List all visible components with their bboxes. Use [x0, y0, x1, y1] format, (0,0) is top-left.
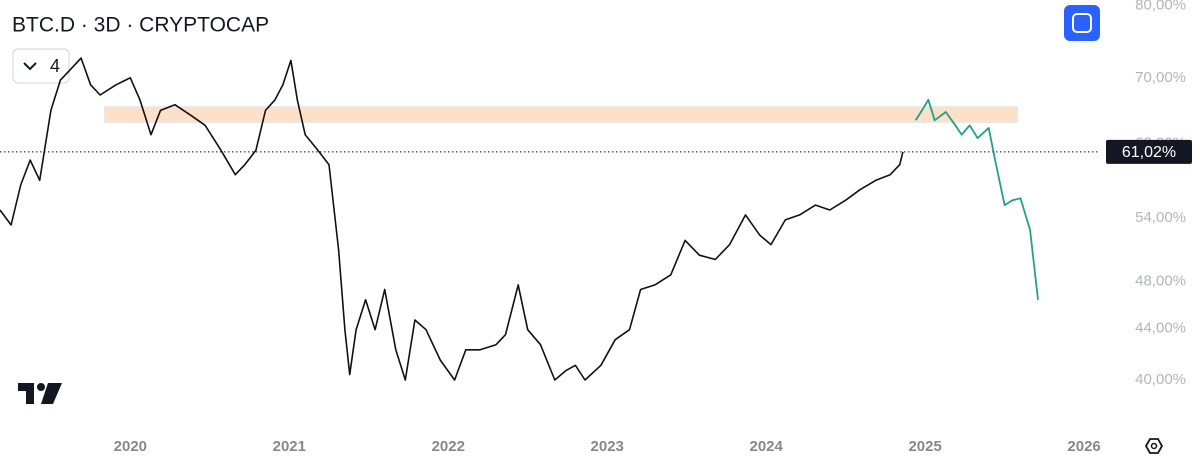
indicator-count: 4 [50, 56, 60, 76]
price-line [914, 98, 1039, 300]
x-tick-label: 2020 [114, 438, 147, 455]
x-tick-label: 2021 [273, 438, 306, 455]
logo-part [37, 383, 45, 391]
settings-dot [1150, 442, 1158, 450]
settings-button[interactable] [1144, 437, 1164, 454]
button-icon [1072, 13, 1092, 33]
chevron [23, 62, 37, 71]
logo-part [18, 383, 34, 404]
toggle-box[interactable] [12, 48, 70, 84]
current-price-badge [1106, 139, 1192, 164]
plot [0, 57, 1100, 381]
tv-logo [18, 383, 62, 404]
indicator-toggle[interactable]: 4 [12, 48, 70, 84]
x-tick-label: 2024 [749, 438, 783, 455]
y-tick-label: 80,00% [1135, 0, 1186, 14]
price-line [0, 57, 904, 381]
x-tick-label: 2023 [591, 438, 624, 455]
x-tick-label: 2025 [908, 438, 941, 455]
y-tick-label: 44,00% [1135, 319, 1186, 336]
x-tick-label: 2026 [1067, 438, 1100, 455]
current-price-label: 61,02% [1122, 144, 1176, 161]
button-bg[interactable] [1064, 5, 1100, 41]
settings-icon[interactable] [1144, 438, 1164, 454]
logo-part [41, 383, 62, 404]
fullscreen-button[interactable] [1064, 5, 1100, 41]
resistance-zone [103, 106, 1019, 123]
chart-title: BTC.D · 3D · CRYPTOCAP [12, 14, 269, 37]
y-tick-label: 54,00% [1135, 209, 1186, 226]
y-tick-label: 70,00% [1135, 69, 1186, 86]
x-tick-label: 2022 [432, 438, 465, 455]
y-tick-label: 48,00% [1135, 272, 1186, 289]
y-tick-label: 40,00% [1135, 371, 1186, 388]
